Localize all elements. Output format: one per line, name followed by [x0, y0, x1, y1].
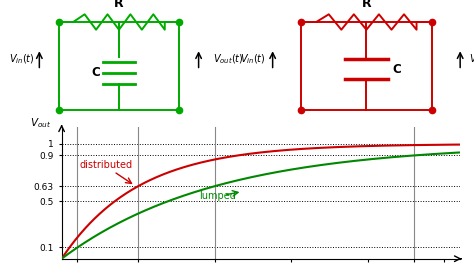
Text: $V_{out}$: $V_{out}$ [30, 116, 51, 130]
Text: R: R [114, 0, 124, 10]
Text: C: C [91, 66, 100, 79]
Text: $V_{in}(t)$: $V_{in}(t)$ [9, 53, 35, 66]
Text: $V_{in}(t)$: $V_{in}(t)$ [240, 53, 266, 66]
Text: distributed: distributed [80, 160, 133, 170]
Text: R: R [362, 0, 371, 10]
Text: C: C [392, 63, 401, 76]
Text: lumped: lumped [200, 191, 237, 201]
Text: $V_{out}(t)$: $V_{out}(t)$ [212, 53, 243, 66]
Text: $V_{out}(t)$: $V_{out}(t)$ [469, 53, 474, 66]
